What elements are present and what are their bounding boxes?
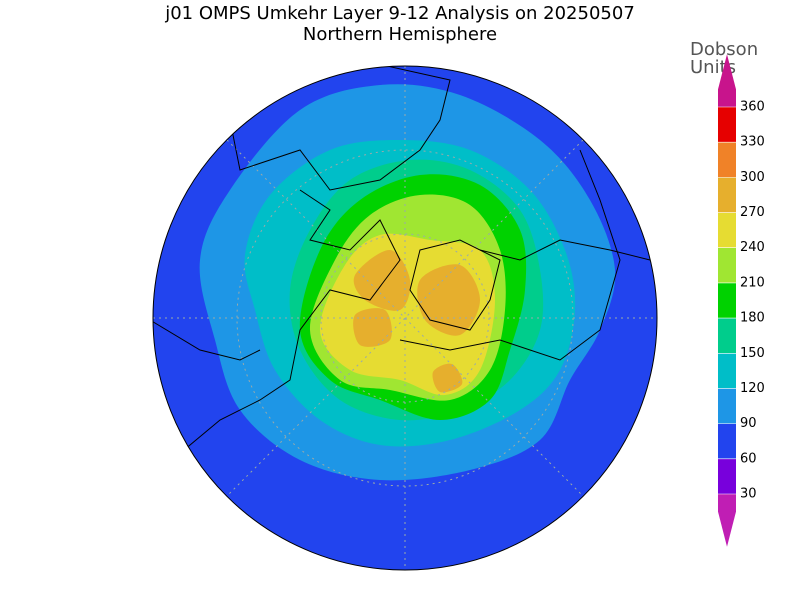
colorbar-tick-label: 210 [740,275,765,290]
colorbar-bin [718,318,736,354]
colorbar-bin [718,107,736,143]
colorbar-tick-label: 60 [740,451,757,466]
colorbar-tick-label: 240 [740,240,765,255]
colorbar: 30 60 90 120 150 180 210 240 270 300 330 360 [718,54,765,547]
graticule [153,66,657,570]
contour-fill [417,264,480,336]
colorbar-bin [718,353,736,389]
colorbar-tick-label: 360 [740,100,765,115]
colorbar-bin [718,282,736,319]
colorbar-label: Dobson [690,39,758,60]
colorbar-extension [718,494,736,547]
map-border [152,65,658,571]
colorbar-tick-label: 270 [740,205,765,220]
colorbar-bin [718,212,736,248]
coastlines [153,66,651,471]
colorbar-bin [718,142,736,178]
colorbar-tick-label: 30 [740,487,757,502]
colorbar-tick-label: 150 [740,346,765,361]
colorbar-tick-label: 90 [740,416,757,431]
colorbar-tick-label: 330 [740,135,765,150]
subtitle: Northern Hemisphere [303,24,497,45]
colorbar-tick-label: 120 [740,381,765,396]
colorbar-bin [718,423,736,459]
colorbar-tick-label: 300 [740,170,765,185]
contour-fill [353,308,392,347]
colorbar-bin [718,247,736,283]
colorbar-tick-label: 180 [740,311,765,326]
colorbar-bin [718,388,736,424]
colorbar-bin [718,177,736,213]
title: j01 OMPS Umkehr Layer 9-12 Analysis on 2… [164,3,635,24]
colorbar-extension [718,54,736,107]
colorbar-bin [718,458,736,494]
